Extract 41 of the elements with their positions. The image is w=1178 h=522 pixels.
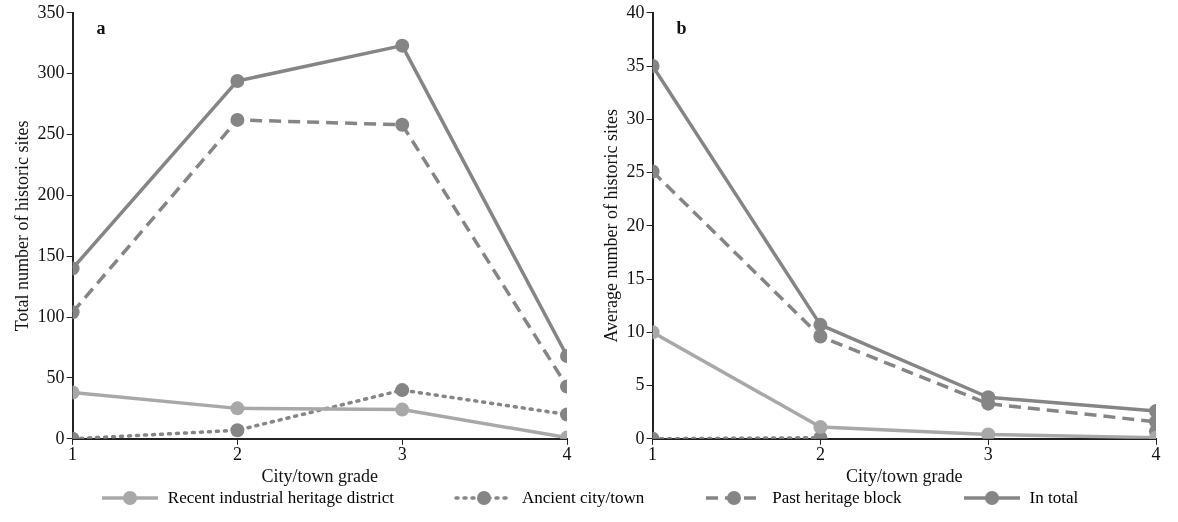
x-axis-title: City/town grade — [261, 465, 379, 486]
x-tick-label: 2 — [815, 444, 825, 465]
y-axis-title: Average number of historic sites — [600, 109, 621, 343]
y-tick-label: 15 — [626, 267, 645, 288]
y-tick-label: 150 — [37, 244, 65, 265]
y-tick-label: 100 — [37, 305, 65, 326]
legend-label: Past heritage block — [772, 488, 902, 508]
y-tick-label: 300 — [37, 62, 65, 83]
point — [230, 401, 245, 416]
x-tick-label: 4 — [562, 444, 572, 465]
y-tick-label: 35 — [626, 54, 645, 75]
y-tick-label: 250 — [37, 123, 65, 144]
annotation: b — [676, 18, 687, 39]
x-tick-label: 3 — [397, 444, 407, 465]
legend-label: Ancient city/town — [521, 488, 645, 508]
y-tick-label: 0 — [55, 427, 65, 448]
point — [981, 427, 996, 439]
x-tick-label: 1 — [648, 444, 658, 465]
legend-label: In total — [1029, 488, 1079, 508]
annotation: a — [96, 18, 106, 39]
y-tick-label: 20 — [626, 214, 645, 235]
point — [813, 420, 828, 435]
x-tick-label: 4 — [1151, 444, 1161, 465]
y-axis-title: Total number of historic sites — [11, 120, 32, 332]
x-axis-title: City/town grade — [846, 465, 963, 486]
y-tick-label: 40 — [626, 1, 645, 22]
y-tick-label: 10 — [626, 321, 645, 342]
x-tick-label: 1 — [68, 444, 78, 465]
point — [395, 402, 410, 417]
y-tick-label: 200 — [37, 184, 65, 205]
point — [230, 423, 245, 438]
legend-label: Recent industrial heritage district — [167, 488, 394, 508]
x-tick-label: 2 — [232, 444, 242, 465]
y-tick-label: 350 — [37, 1, 65, 22]
y-tick-label: 5 — [635, 374, 645, 395]
x-tick-label: 3 — [983, 444, 993, 465]
y-tick-label: 0 — [635, 427, 645, 448]
y-tick-label: 25 — [626, 161, 645, 182]
y-tick-label: 50 — [46, 366, 65, 387]
point — [395, 383, 410, 398]
y-tick-label: 30 — [626, 108, 645, 129]
